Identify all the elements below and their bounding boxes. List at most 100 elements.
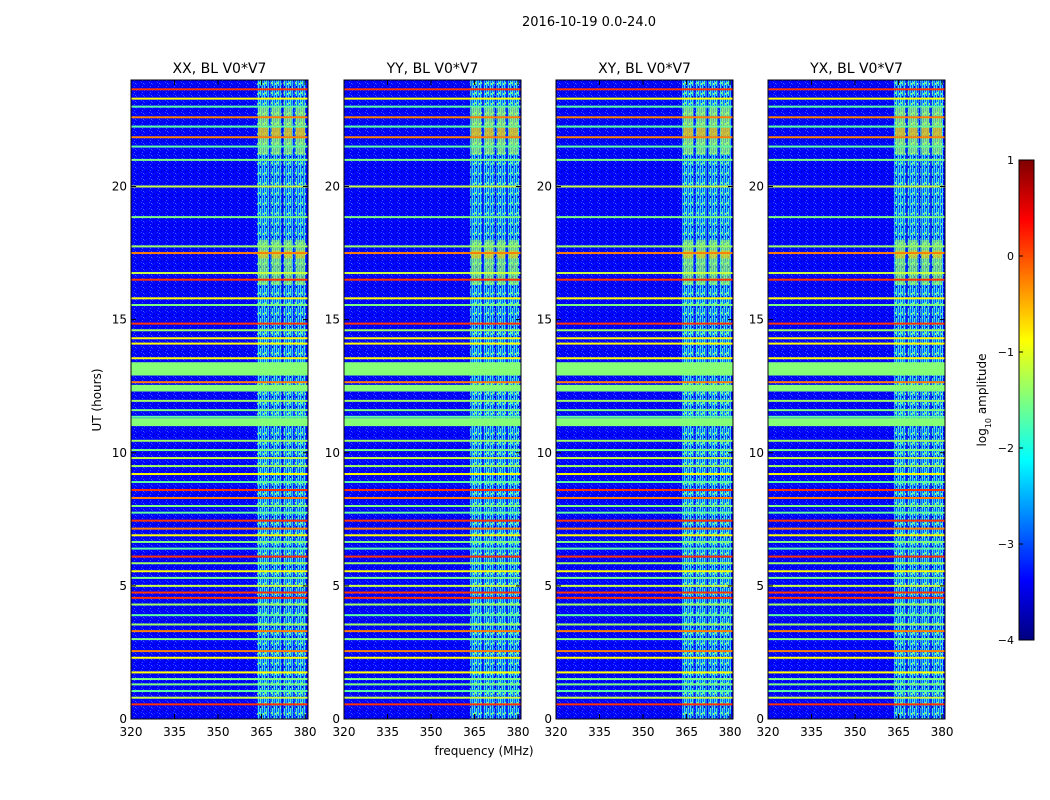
colorbar-tick-label: −1 bbox=[998, 346, 1014, 359]
rfi-band bbox=[695, 80, 707, 719]
flagged-time-line bbox=[768, 511, 945, 514]
flagged-time-line bbox=[344, 656, 521, 659]
y-tick-label: 10 bbox=[325, 446, 340, 460]
flagged-time-line bbox=[768, 465, 945, 468]
flagged-time-line bbox=[768, 473, 945, 476]
flagged-time-line bbox=[768, 591, 945, 594]
flagged-time-line bbox=[344, 584, 521, 587]
flagged-time-line bbox=[131, 342, 308, 345]
panel-4: YX, BL V0*V7 320 335 350 365 380 0 5 10 15 20 bbox=[749, 61, 954, 739]
flagged-time-line bbox=[131, 185, 308, 188]
rfi-patch bbox=[295, 239, 305, 286]
flagged-time-line bbox=[131, 125, 308, 128]
flagged-time-line bbox=[131, 439, 308, 442]
flagged-time-line bbox=[344, 678, 521, 681]
flagged-time-line bbox=[768, 603, 945, 606]
flagged-time-line bbox=[131, 630, 308, 633]
flagged-time-line bbox=[344, 473, 521, 476]
colorbar-tick-label: −2 bbox=[998, 442, 1014, 455]
flagged-time-line bbox=[131, 540, 308, 543]
flagged-time-line bbox=[344, 136, 521, 139]
flagged-time-line bbox=[344, 245, 521, 248]
flagged-time-line bbox=[768, 303, 945, 306]
flagged-time-line bbox=[556, 576, 733, 579]
flagged-time-line bbox=[556, 409, 733, 412]
flagged-time-line bbox=[768, 409, 945, 412]
flagged-time-line bbox=[344, 97, 521, 100]
flagged-time-line bbox=[131, 357, 308, 360]
flagged-time-line bbox=[556, 125, 733, 128]
flagged-time-line bbox=[556, 303, 733, 306]
colorbar-label: log10 amplitude bbox=[975, 354, 993, 447]
y-tick-label: 0 bbox=[756, 712, 764, 726]
flagged-time-line bbox=[344, 623, 521, 626]
flagged-time-line bbox=[556, 158, 733, 161]
flagged-time-line bbox=[768, 278, 945, 281]
flagged-time-line bbox=[556, 596, 733, 599]
flagged-time-line bbox=[344, 158, 521, 161]
flagged-time-line bbox=[768, 297, 945, 300]
flagged-time-line bbox=[556, 505, 733, 507]
x-tick-label: 365 bbox=[463, 725, 486, 739]
flagged-time-line bbox=[131, 591, 308, 594]
panel-1: XX, BL V0*V7 320 335 350 365 380 0 5 10 15 20 bbox=[112, 61, 317, 739]
flagged-time-line bbox=[131, 88, 308, 91]
flagged-time-line bbox=[556, 481, 733, 484]
flagged-time-line bbox=[556, 297, 733, 300]
flagged-block bbox=[768, 384, 945, 392]
flagged-time-line bbox=[768, 125, 945, 128]
flagged-time-line bbox=[556, 570, 733, 573]
flagged-time-line bbox=[768, 562, 945, 565]
flagged-time-line bbox=[344, 497, 521, 500]
flagged-time-line bbox=[556, 105, 733, 108]
flagged-time-line bbox=[344, 337, 521, 340]
rfi-band bbox=[894, 80, 907, 719]
flagged-time-line bbox=[556, 439, 733, 442]
flagged-time-line bbox=[556, 540, 733, 543]
flagged-time-line bbox=[344, 519, 521, 522]
flagged-time-line bbox=[131, 399, 308, 402]
flagged-time-line bbox=[556, 216, 733, 219]
rfi-patch bbox=[709, 250, 718, 259]
flagged-time-line bbox=[556, 696, 733, 699]
flagged-time-line bbox=[344, 576, 521, 579]
rfi-patch bbox=[271, 239, 281, 286]
flagged-time-line bbox=[768, 88, 945, 91]
rfi-band bbox=[708, 80, 719, 719]
rfi-band bbox=[270, 80, 282, 719]
flagged-time-line bbox=[556, 678, 733, 681]
y-axis-label: UT (hours) bbox=[90, 368, 104, 431]
flagged-time-line bbox=[556, 252, 733, 255]
x-tick-label: 350 bbox=[844, 725, 867, 739]
flagged-block bbox=[556, 418, 733, 427]
colorbar-tick-label: −3 bbox=[998, 538, 1014, 551]
x-tick-label: 320 bbox=[333, 725, 356, 739]
flagged-time-line bbox=[768, 696, 945, 699]
y-tick-label: 20 bbox=[537, 180, 552, 194]
flagged-time-line bbox=[768, 97, 945, 100]
colorbar-tick-label: 1 bbox=[1007, 154, 1014, 167]
flagged-time-line bbox=[768, 216, 945, 219]
flagged-time-line bbox=[131, 465, 308, 468]
flagged-time-line bbox=[131, 603, 308, 606]
flagged-time-line bbox=[131, 449, 308, 452]
flagged-block bbox=[344, 362, 521, 376]
x-tick-label: 320 bbox=[120, 725, 143, 739]
rfi-patch bbox=[683, 250, 694, 259]
colorbar-gradient bbox=[1018, 159, 1035, 641]
flagged-time-line bbox=[768, 329, 945, 332]
rfi-patch bbox=[696, 250, 706, 259]
flagged-time-line bbox=[344, 703, 521, 706]
panel-title: YX, BL V0*V7 bbox=[809, 61, 903, 77]
panel-title: YY, BL V0*V7 bbox=[386, 61, 479, 77]
flagged-time-line bbox=[768, 185, 945, 188]
rfi-patch bbox=[683, 239, 694, 286]
panel-2: YY, BL V0*V7 320 335 350 365 380 0 5 10 15 20 bbox=[325, 61, 530, 739]
flagged-time-line bbox=[344, 555, 521, 558]
rfi-band bbox=[483, 80, 495, 719]
rfi-patch bbox=[271, 250, 281, 259]
rfi-patch bbox=[921, 250, 930, 259]
rfi-patch bbox=[709, 125, 718, 136]
flagged-time-line bbox=[768, 671, 945, 674]
flagged-time-line bbox=[556, 245, 733, 248]
